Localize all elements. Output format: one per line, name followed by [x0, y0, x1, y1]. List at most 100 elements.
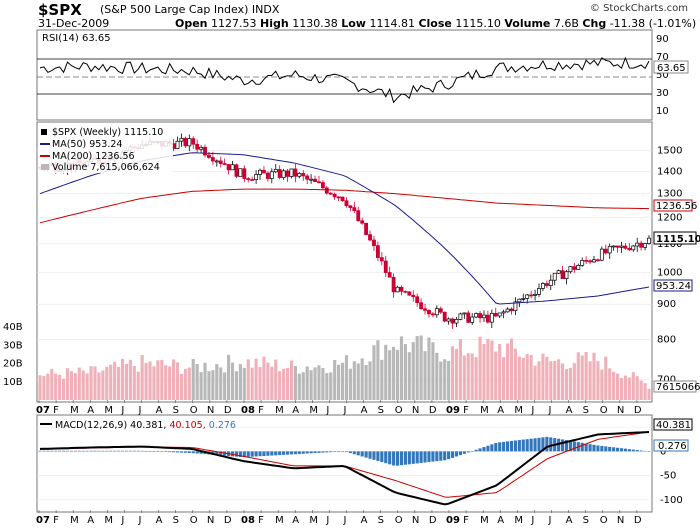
volume-bar	[62, 378, 66, 400]
macd-hist-bar	[333, 451, 337, 452]
macd-hist-bar	[85, 450, 89, 452]
x-tick-label: N	[617, 515, 624, 526]
candle-body	[580, 260, 585, 266]
x-tick-label: A	[361, 515, 368, 526]
candle-body	[599, 248, 604, 261]
x-tick-label: N	[412, 405, 419, 416]
volume-bar	[58, 374, 62, 400]
volume-bar	[450, 346, 455, 400]
candle-body	[317, 181, 321, 184]
volume-bar	[541, 353, 545, 400]
candle-body	[517, 298, 522, 303]
candle-body	[328, 192, 333, 195]
candle-body	[615, 245, 620, 248]
volume-bar	[454, 348, 459, 400]
high-value: 1130.38	[292, 17, 338, 30]
x-tick-label: F	[258, 405, 264, 416]
x-tick-label: M	[275, 515, 284, 526]
volume-bar	[395, 349, 400, 400]
candle-body	[623, 245, 628, 249]
macd-hist-bar	[545, 436, 549, 452]
volume-bar	[128, 359, 132, 400]
volume-bar	[502, 357, 506, 400]
volume-bar	[321, 368, 325, 400]
x-tick-label: S	[378, 515, 384, 526]
macd-hist-bar	[384, 451, 388, 464]
macd-hist-bar	[93, 450, 97, 452]
volume-bar	[368, 361, 372, 400]
macd-hist-bar	[124, 450, 129, 452]
volume-bar	[81, 370, 85, 400]
candle-body	[482, 314, 486, 319]
volume-bar	[619, 377, 624, 400]
volume-bar	[352, 361, 356, 400]
volume-last-value: 7615066	[656, 382, 700, 393]
open-label: Open	[175, 17, 208, 30]
macd-last-value: 40.381	[656, 420, 691, 431]
candle-body	[258, 169, 262, 175]
volume-bar	[195, 364, 199, 400]
macd-legend-signal: 40.105,	[169, 420, 205, 431]
x-tick-label: N	[412, 515, 419, 526]
candle-body	[250, 179, 255, 181]
macd-hist-bar	[234, 451, 239, 457]
candle-body	[493, 313, 498, 317]
macd-hist-bar	[156, 451, 160, 452]
volume-bar	[191, 359, 195, 400]
volume-bar	[234, 371, 239, 400]
macd-hist-bar	[549, 437, 553, 452]
macd-hist-bar	[195, 451, 199, 454]
macd-hist-bar	[262, 451, 266, 456]
volume-bar	[431, 342, 435, 400]
volume-bar	[490, 340, 494, 400]
x-tick-label: N	[207, 515, 214, 526]
volume-bar	[643, 383, 647, 400]
candle-body	[454, 319, 459, 324]
volume-value: 7.6B	[553, 17, 579, 30]
candle-body	[497, 312, 502, 317]
macd-legend-hist: 0.276	[209, 420, 236, 431]
price-tick-label: 1000	[657, 268, 682, 279]
volume-bar	[427, 337, 431, 400]
volume-bar	[199, 372, 203, 400]
macd-hist-bar	[474, 449, 478, 452]
macd-hist-bar	[187, 451, 191, 453]
candle-body	[470, 316, 475, 323]
candle-body	[474, 313, 479, 318]
macd-hist-bar	[89, 450, 93, 452]
volume-bar	[203, 362, 207, 400]
candle-body	[635, 242, 640, 247]
volume-bar	[65, 368, 70, 400]
volume-bar	[423, 351, 427, 400]
volume-bar	[580, 355, 584, 400]
macd-hist-bar	[517, 440, 521, 452]
macd-hist-bar	[525, 439, 529, 452]
macd-hist-bar	[270, 451, 274, 456]
candle-body	[305, 175, 310, 180]
x-tick-label: A	[87, 405, 94, 416]
x-tick-label: J	[325, 405, 329, 416]
volume-bar	[215, 364, 219, 400]
macd-hist-bar	[608, 446, 612, 452]
volume-bar	[615, 373, 620, 400]
x-tick-label: S	[173, 515, 179, 526]
candle-body	[281, 170, 286, 178]
x-tick-label: D	[429, 405, 437, 416]
candle-body	[254, 174, 259, 180]
candle-body	[195, 143, 200, 150]
volume-bar	[572, 363, 576, 400]
macd-hist-bar	[54, 450, 58, 452]
volume-bar	[38, 375, 42, 400]
macd-hist-bar	[81, 450, 85, 452]
candle-body	[265, 172, 270, 179]
candle-body	[218, 160, 223, 164]
volume-bar	[494, 351, 498, 400]
x-tick-label: D	[634, 405, 642, 416]
brand-label[interactable]: © StockCharts.com	[589, 3, 688, 14]
candle-body	[387, 272, 392, 278]
x-tick-label: F	[463, 515, 469, 526]
macd-hist-bar	[337, 451, 341, 452]
volume-bar	[164, 365, 168, 400]
macd-hist-bar	[356, 451, 360, 456]
